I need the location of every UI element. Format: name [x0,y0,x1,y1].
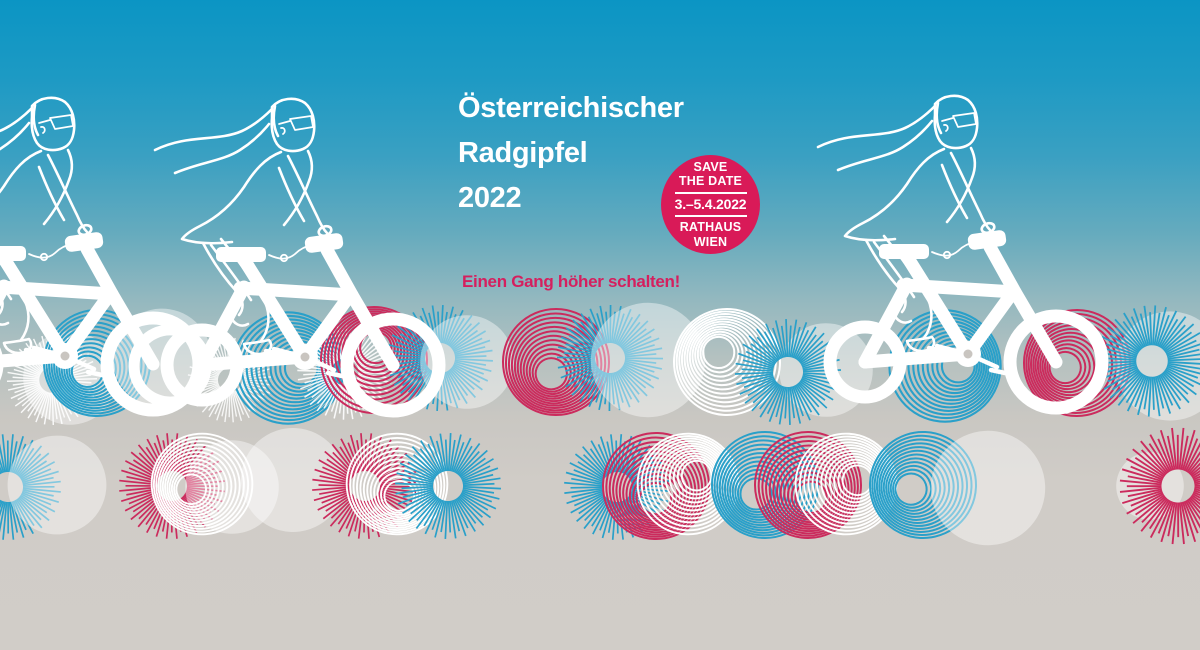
burst-pattern-blue [0,434,61,540]
title-line: 2022 [458,182,522,214]
cyclist-illustration [818,96,1102,408]
burst-pattern-blue [395,433,501,539]
badge-text-line: THE DATE [678,174,743,189]
title-line: Österreichischer [458,92,684,124]
disc-shape [930,430,1046,546]
disc-shape [185,440,279,534]
disc-shape [7,435,107,535]
disc-shape [241,428,345,532]
badge-divider [674,192,747,194]
badge-text-line: WIEN [693,234,728,249]
disc-shape [420,315,514,409]
save-the-date-badge: SAVE THE DATE 3.–5.4.2022 RATHAUS WIEN [661,155,760,254]
rings-pattern-white [150,432,254,536]
disc-shape [590,302,706,418]
badge-text-line: RATHAUS [679,220,742,235]
burst-pattern-blue [1096,305,1200,417]
rings-pattern-blue [869,431,977,539]
title-line: Radgipfel [458,137,588,169]
burst-pattern-blue [556,304,664,412]
poster-title: Österreichischer Radgipfel 2022 [458,86,684,221]
burst-pattern-blue [735,319,841,425]
poster-tagline: Einen Gang höher schalten! [462,272,680,291]
badge-date: 3.–5.4.2022 [674,196,747,213]
badge-text-line: SAVE [693,159,728,174]
burst-pattern-red [1119,427,1200,545]
cyclist-illustration [155,99,439,411]
badge-divider [674,215,747,217]
